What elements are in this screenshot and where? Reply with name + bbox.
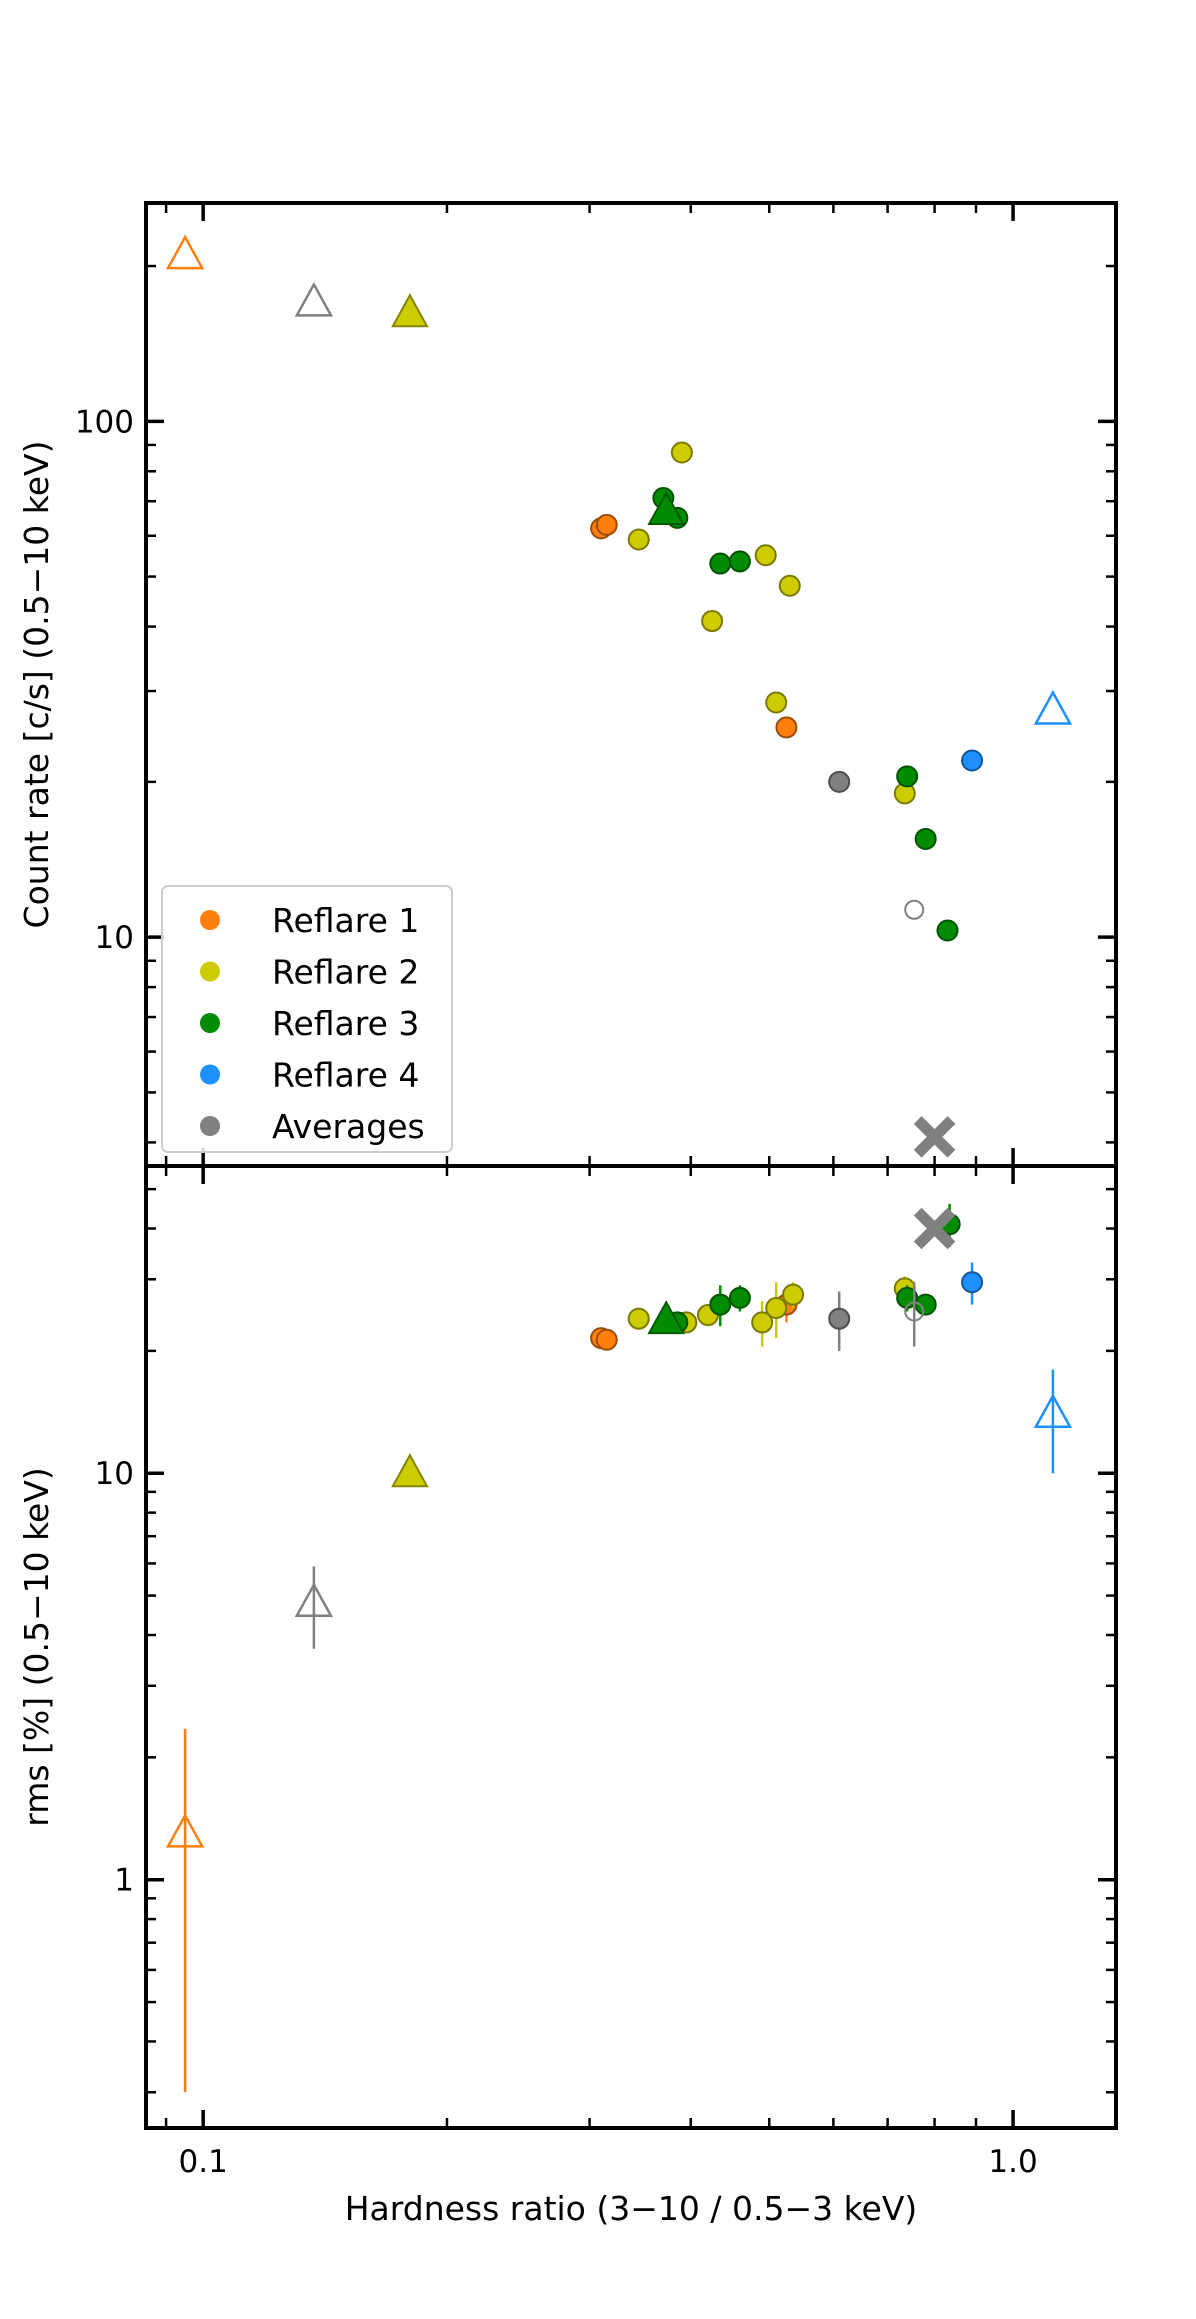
data-point	[391, 293, 429, 328]
series-averages	[294, 1207, 956, 1649]
data-point	[828, 1307, 851, 1330]
data-point	[670, 441, 693, 464]
series-reflare-1	[165, 1288, 798, 2093]
data-point	[701, 610, 724, 633]
data-point	[595, 513, 618, 536]
data-point	[913, 1116, 956, 1158]
top-panel-y-axis-label: Count rate [c/s] (0.5−10 keV)	[17, 441, 56, 929]
data-point	[754, 544, 777, 567]
data-point	[936, 919, 959, 942]
y-tick-label: 100	[75, 404, 134, 440]
axis-ticks	[146, 203, 1116, 2128]
x-tick-label: 1.0	[988, 2144, 1037, 2180]
legend-marker	[200, 961, 220, 982]
data-point	[828, 770, 851, 793]
series-averages	[294, 281, 956, 1158]
legend-marker	[200, 1013, 220, 1033]
legend-marker	[200, 910, 220, 930]
data-point	[1033, 689, 1073, 725]
legend: Reflare 1 Reflare 2 Reflare 3 Reflare 4 Aver…	[161, 885, 453, 1153]
data-point	[165, 234, 205, 270]
data-point	[775, 716, 798, 739]
data-point	[294, 1582, 334, 1618]
legend-label: Reflare 4	[272, 1056, 419, 1095]
data-point	[709, 1293, 732, 1316]
data-point	[782, 1283, 805, 1306]
text-layer: Hardness ratio (3−10 / 0.5−3 keV) Count …	[17, 404, 1038, 2228]
data-point	[595, 1328, 618, 1351]
frames	[144, 201, 1118, 2130]
data-point	[728, 1286, 751, 1309]
data-point	[914, 1293, 937, 1316]
data-point	[647, 1300, 685, 1335]
data-point	[627, 528, 650, 551]
data-point	[765, 691, 788, 714]
legend-label: Reflare 2	[272, 953, 419, 992]
data-point	[765, 1296, 788, 1319]
bottom-panel-y-axis-label: rms [%] (0.5−10 keV)	[17, 1467, 56, 1827]
x-tick-label: 0.1	[179, 2144, 228, 2180]
data-point	[294, 281, 334, 317]
y-tick-label: 10	[95, 1456, 134, 1492]
data-point	[914, 827, 937, 850]
data-point	[627, 1307, 650, 1330]
data-point	[751, 1311, 774, 1334]
series-reflare-1	[165, 234, 798, 739]
data-point	[647, 490, 685, 525]
data-point	[391, 1453, 429, 1488]
data-point	[165, 1812, 205, 1848]
series-reflare-3	[647, 487, 959, 942]
series-reflare-2	[391, 293, 916, 805]
x-axis-label: Hardness ratio (3−10 / 0.5−3 keV)	[345, 2189, 918, 2228]
series-reflare-2	[391, 1276, 916, 1488]
data-point	[904, 1301, 925, 1322]
data-point	[913, 1207, 956, 1250]
panel-frame-rms	[144, 1164, 1118, 2130]
data-point	[1033, 1393, 1073, 1429]
data-layer	[165, 234, 1073, 2093]
legend-label: Averages	[272, 1107, 425, 1146]
series-reflare-3	[647, 1203, 961, 1335]
data-point	[961, 1271, 984, 1294]
series-reflare-4	[961, 689, 1073, 772]
y-tick-label: 10	[95, 920, 134, 956]
data-point	[904, 899, 925, 920]
y-tick-label: 1	[114, 1863, 134, 1899]
data-point	[728, 550, 751, 573]
legend-label: Reflare 1	[272, 901, 419, 940]
data-point	[778, 574, 801, 597]
legend-label: Reflare 3	[272, 1004, 419, 1043]
series-reflare-4	[961, 1262, 1073, 1474]
data-point	[896, 765, 919, 788]
legend-marker	[200, 1116, 220, 1136]
data-point	[709, 552, 732, 575]
legend-frame	[161, 885, 453, 1153]
data-point	[961, 749, 984, 772]
legend-marker	[200, 1064, 220, 1085]
